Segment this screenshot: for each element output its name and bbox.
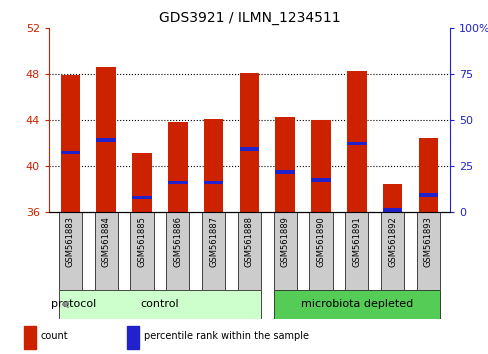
- Bar: [310, 120, 330, 212]
- Bar: [167, 181, 187, 184]
- Text: GSM561883: GSM561883: [66, 216, 75, 267]
- Bar: [132, 196, 151, 199]
- Bar: [273, 290, 439, 319]
- Title: GDS3921 / ILMN_1234511: GDS3921 / ILMN_1234511: [158, 11, 340, 24]
- Bar: [96, 138, 116, 142]
- Bar: [202, 212, 225, 290]
- Bar: [418, 193, 437, 197]
- Bar: [237, 212, 261, 290]
- Text: GSM561892: GSM561892: [387, 216, 396, 267]
- Bar: [127, 326, 139, 349]
- Bar: [380, 212, 404, 290]
- Bar: [59, 212, 82, 290]
- Bar: [346, 71, 366, 212]
- Bar: [309, 212, 332, 290]
- Text: GSM561886: GSM561886: [173, 216, 182, 267]
- Bar: [203, 119, 223, 212]
- Bar: [346, 142, 366, 145]
- Text: GSM561884: GSM561884: [102, 216, 110, 267]
- Text: protocol: protocol: [51, 299, 96, 309]
- Bar: [59, 290, 261, 319]
- Bar: [24, 326, 36, 349]
- Bar: [94, 212, 118, 290]
- Bar: [382, 209, 402, 212]
- Bar: [167, 121, 187, 212]
- Bar: [345, 212, 367, 290]
- Bar: [275, 170, 294, 174]
- Text: GSM561885: GSM561885: [137, 216, 146, 267]
- Bar: [96, 67, 116, 212]
- Bar: [203, 181, 223, 184]
- Bar: [130, 212, 153, 290]
- Bar: [61, 151, 80, 154]
- Text: percentile rank within the sample: percentile rank within the sample: [143, 331, 308, 341]
- Bar: [239, 73, 259, 212]
- Text: count: count: [40, 331, 68, 341]
- Text: control: control: [140, 299, 179, 309]
- Bar: [382, 184, 402, 212]
- Text: GSM561888: GSM561888: [244, 216, 253, 267]
- Text: GSM561893: GSM561893: [423, 216, 432, 267]
- Text: GSM561891: GSM561891: [351, 216, 361, 267]
- Text: GSM561890: GSM561890: [316, 216, 325, 267]
- Bar: [166, 212, 189, 290]
- Bar: [239, 147, 259, 151]
- Bar: [418, 138, 437, 212]
- Bar: [132, 153, 151, 212]
- Bar: [416, 212, 439, 290]
- Text: GSM561887: GSM561887: [209, 216, 218, 267]
- Bar: [61, 75, 80, 212]
- Bar: [310, 178, 330, 182]
- Text: GSM561889: GSM561889: [280, 216, 289, 267]
- Bar: [273, 212, 296, 290]
- Bar: [275, 117, 294, 212]
- Text: microbiota depleted: microbiota depleted: [300, 299, 412, 309]
